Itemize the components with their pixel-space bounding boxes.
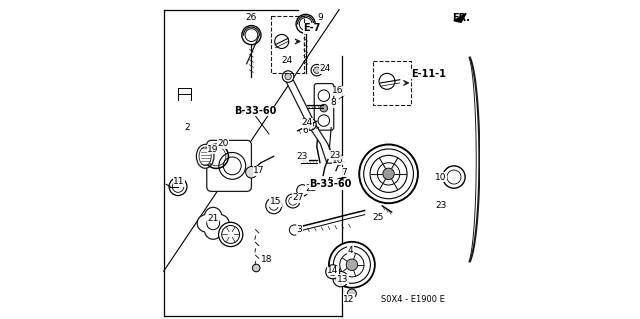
Circle shape bbox=[242, 26, 261, 45]
Text: 3: 3 bbox=[296, 225, 302, 234]
Circle shape bbox=[252, 264, 260, 272]
Circle shape bbox=[364, 149, 413, 199]
Circle shape bbox=[329, 268, 337, 276]
Text: 15: 15 bbox=[269, 197, 281, 206]
Text: 5: 5 bbox=[327, 177, 333, 186]
Circle shape bbox=[223, 157, 241, 175]
Text: 24: 24 bbox=[281, 56, 292, 65]
Circle shape bbox=[318, 115, 330, 126]
Circle shape bbox=[266, 198, 282, 214]
Circle shape bbox=[383, 168, 394, 180]
Text: 6: 6 bbox=[303, 126, 308, 135]
Circle shape bbox=[172, 181, 184, 192]
Circle shape bbox=[340, 253, 364, 277]
Circle shape bbox=[219, 152, 246, 179]
Text: 22: 22 bbox=[305, 184, 317, 193]
Text: 11: 11 bbox=[173, 177, 185, 186]
Circle shape bbox=[300, 18, 312, 30]
Circle shape bbox=[296, 14, 316, 33]
Text: 2: 2 bbox=[185, 123, 191, 132]
Circle shape bbox=[305, 119, 316, 130]
Text: 21: 21 bbox=[207, 214, 219, 223]
Ellipse shape bbox=[199, 147, 211, 166]
Text: 25: 25 bbox=[372, 213, 384, 222]
Text: 4: 4 bbox=[348, 246, 353, 255]
Circle shape bbox=[320, 104, 328, 112]
Bar bbox=[271, 16, 304, 73]
Circle shape bbox=[269, 201, 278, 210]
Circle shape bbox=[378, 163, 400, 185]
Bar bbox=[372, 61, 411, 105]
Text: 17: 17 bbox=[253, 166, 264, 175]
Text: B-33-60: B-33-60 bbox=[309, 179, 352, 189]
Text: 23: 23 bbox=[297, 152, 308, 161]
Circle shape bbox=[346, 259, 358, 271]
Circle shape bbox=[379, 73, 395, 89]
FancyBboxPatch shape bbox=[314, 84, 333, 130]
Circle shape bbox=[336, 274, 346, 284]
Text: 19: 19 bbox=[207, 145, 219, 154]
Circle shape bbox=[307, 121, 314, 128]
Circle shape bbox=[221, 226, 239, 243]
Text: 23: 23 bbox=[330, 151, 340, 160]
Polygon shape bbox=[197, 207, 229, 239]
Circle shape bbox=[333, 246, 371, 283]
Circle shape bbox=[245, 29, 258, 41]
Circle shape bbox=[333, 271, 348, 287]
Text: 12: 12 bbox=[343, 295, 355, 304]
Text: E-7: E-7 bbox=[303, 23, 321, 33]
Text: 14: 14 bbox=[327, 266, 339, 275]
Text: 20: 20 bbox=[218, 139, 229, 148]
Circle shape bbox=[246, 167, 257, 178]
Circle shape bbox=[289, 225, 300, 235]
Circle shape bbox=[285, 73, 291, 80]
Text: 16: 16 bbox=[332, 156, 344, 165]
Circle shape bbox=[311, 64, 323, 76]
Ellipse shape bbox=[196, 144, 214, 168]
Text: 24: 24 bbox=[301, 118, 313, 127]
Circle shape bbox=[443, 166, 465, 188]
Text: 27: 27 bbox=[292, 193, 303, 202]
Polygon shape bbox=[454, 13, 466, 22]
Circle shape bbox=[359, 145, 418, 203]
Text: 7: 7 bbox=[341, 168, 347, 177]
Circle shape bbox=[169, 178, 187, 196]
Text: S0X4 - E1900 E: S0X4 - E1900 E bbox=[381, 295, 444, 304]
Circle shape bbox=[447, 170, 461, 184]
Text: 16: 16 bbox=[332, 86, 344, 95]
Text: E-11-1: E-11-1 bbox=[412, 69, 447, 79]
Circle shape bbox=[289, 197, 297, 205]
Text: 8: 8 bbox=[330, 98, 336, 107]
Text: 10: 10 bbox=[435, 173, 446, 182]
Text: 26: 26 bbox=[246, 13, 257, 22]
FancyBboxPatch shape bbox=[207, 140, 252, 191]
Circle shape bbox=[282, 71, 294, 82]
Text: 13: 13 bbox=[337, 275, 348, 284]
Circle shape bbox=[286, 194, 300, 208]
Circle shape bbox=[297, 185, 308, 196]
Text: 18: 18 bbox=[261, 256, 273, 264]
Text: B-33-60: B-33-60 bbox=[234, 106, 276, 116]
FancyBboxPatch shape bbox=[368, 152, 398, 196]
Circle shape bbox=[318, 90, 330, 101]
Circle shape bbox=[370, 155, 407, 192]
Text: 9: 9 bbox=[317, 13, 323, 22]
Circle shape bbox=[314, 67, 320, 73]
Circle shape bbox=[218, 222, 243, 247]
Circle shape bbox=[275, 34, 289, 48]
Circle shape bbox=[348, 289, 356, 298]
Text: 24: 24 bbox=[319, 64, 330, 73]
Circle shape bbox=[207, 217, 220, 230]
Text: 23: 23 bbox=[435, 201, 446, 210]
Circle shape bbox=[326, 265, 340, 279]
Text: FR.: FR. bbox=[452, 12, 470, 23]
Circle shape bbox=[329, 242, 375, 288]
